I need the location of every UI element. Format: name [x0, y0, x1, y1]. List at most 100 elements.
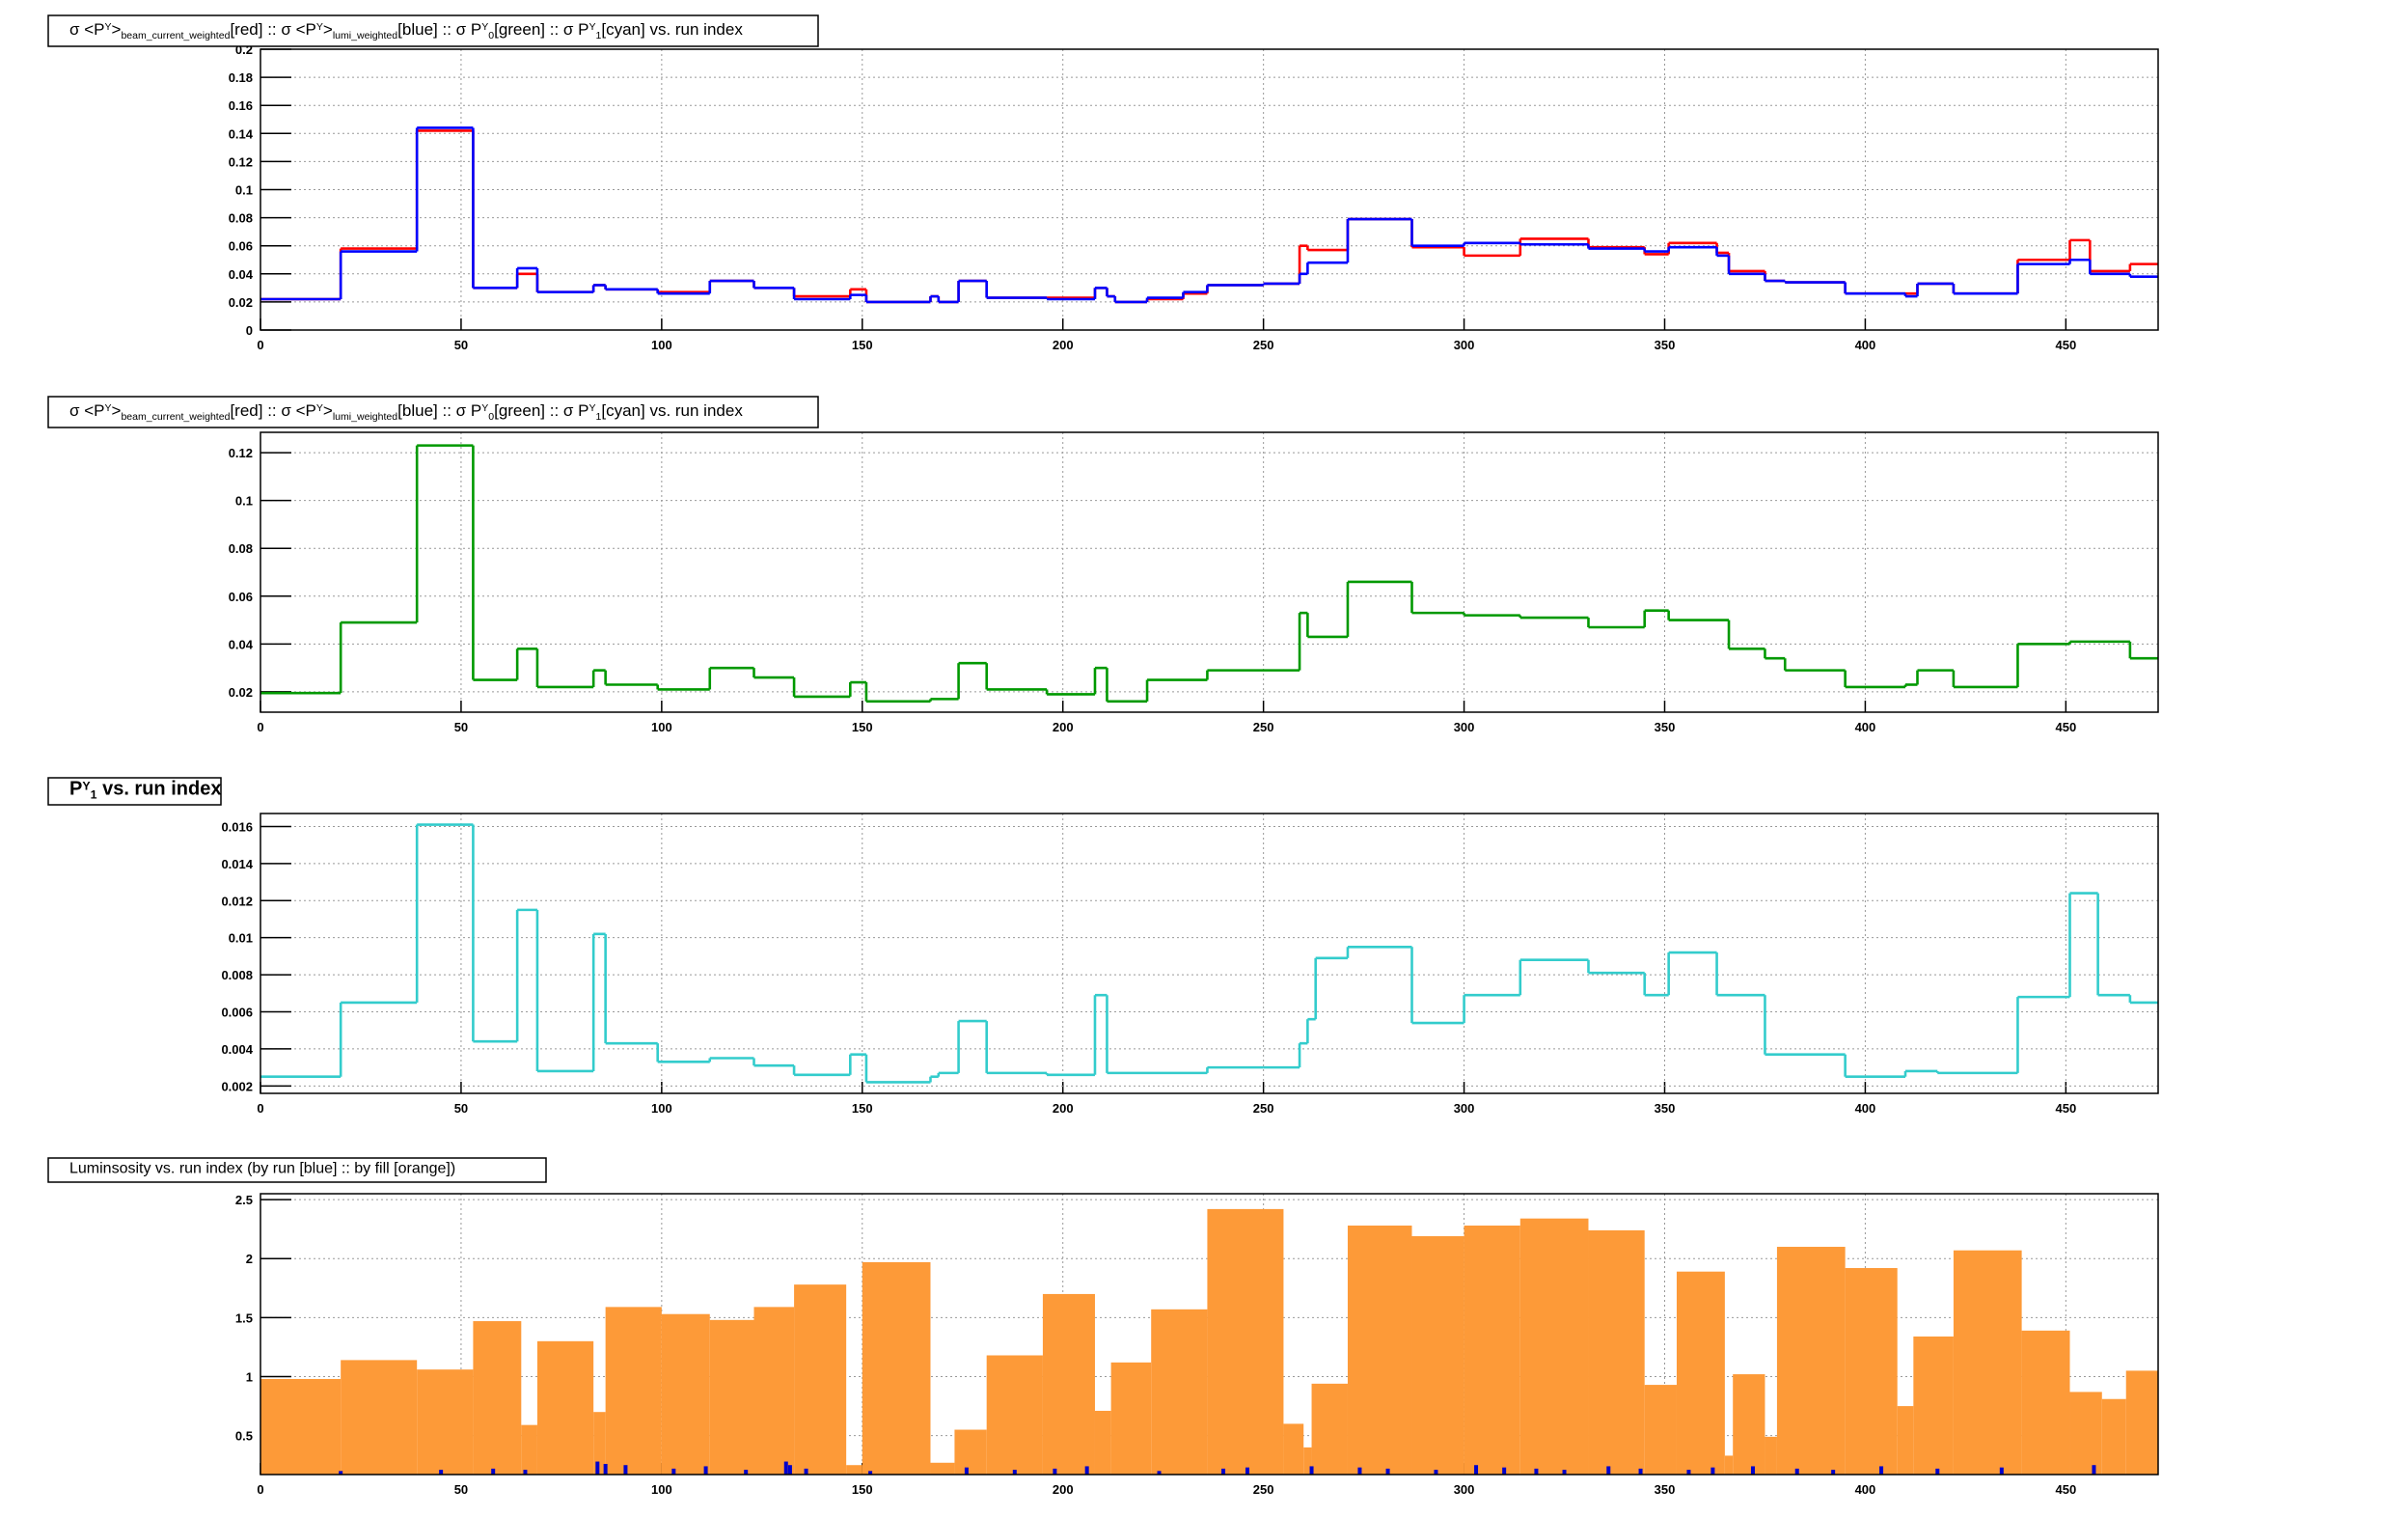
bar	[1897, 1406, 1914, 1475]
y-tick-label: 0.04	[229, 267, 254, 282]
x-tick-label: 150	[852, 1101, 873, 1116]
y-tick-label: 0.12	[229, 154, 253, 169]
y-tick-label: 0.18	[229, 70, 253, 85]
y-tick-label: 0.008	[221, 968, 253, 982]
bar	[787, 1465, 792, 1475]
bar	[536, 1340, 594, 1475]
bar	[417, 1369, 474, 1475]
title-part: [red] :: σ <P	[230, 401, 315, 420]
x-tick-label: 200	[1053, 1482, 1074, 1497]
bar	[1831, 1470, 1836, 1475]
plot-border	[260, 48, 2159, 331]
bar	[1053, 1468, 1057, 1475]
bar	[491, 1468, 496, 1475]
bar	[1221, 1468, 1226, 1475]
title-part: [blue] :: σ P	[397, 20, 481, 39]
title-part: σ <P	[69, 401, 104, 420]
bar	[753, 1307, 795, 1475]
title-part: Y	[82, 779, 91, 792]
y-tick-label: 0.1	[235, 183, 253, 198]
title-part: Y	[588, 21, 595, 33]
bar	[1710, 1467, 1715, 1475]
y-tick-label: 0.012	[221, 894, 253, 908]
title-part: >	[323, 401, 333, 420]
bar	[661, 1313, 710, 1475]
bar	[1953, 1250, 2022, 1475]
title-part: >	[323, 20, 333, 39]
bar	[339, 1471, 343, 1475]
bar	[1935, 1468, 1940, 1475]
x-tick-label: 250	[1253, 720, 1274, 734]
bar	[1686, 1470, 1691, 1475]
plot-border	[260, 431, 2159, 713]
bar	[986, 1355, 1043, 1475]
x-tick-label: 0	[257, 720, 263, 734]
bar	[593, 1412, 606, 1475]
bar	[1411, 1236, 1464, 1475]
bar	[2021, 1330, 2070, 1475]
bar	[1303, 1447, 1312, 1475]
bar	[783, 1461, 788, 1475]
bar	[1207, 1208, 1284, 1475]
chart-title: σ <PY>beam_current_weighted[red] :: σ <P…	[69, 20, 743, 41]
y-tick-label: 0.02	[229, 295, 253, 310]
bar	[521, 1424, 537, 1475]
bar	[846, 1465, 862, 1475]
title-part: Y	[316, 402, 323, 414]
bar	[868, 1471, 873, 1475]
bar	[1157, 1471, 1162, 1475]
pad: 0 50 100 150 200 250 300 350 400 450 0 0.02 0.04 0.06…	[47, 14, 2159, 352]
x-tick-label: 50	[454, 720, 468, 734]
title-part: [green] :: σ P	[494, 401, 588, 420]
y-tick-label: 0.06	[229, 239, 253, 254]
bar	[1094, 1410, 1111, 1475]
title-part: Y	[588, 402, 595, 414]
bar	[744, 1470, 749, 1475]
bar	[1724, 1455, 1734, 1475]
bar	[1999, 1467, 2004, 1475]
bar	[804, 1468, 808, 1475]
y-tick-label: 0.006	[221, 1005, 253, 1019]
y-tick-label: 2.5	[235, 1193, 253, 1207]
x-tick-label: 400	[1855, 1101, 1876, 1116]
title-part: [red] :: σ <P	[230, 20, 315, 39]
x-tick-label: 400	[1855, 720, 1876, 734]
x-tick-label: 100	[651, 1482, 672, 1497]
pad: 0 50 100 150 200 250 300 350 400 450 0.02 0.04 0.06 0…	[47, 396, 2159, 734]
title-part: 1	[596, 411, 602, 423]
bar	[2101, 1398, 2126, 1475]
x-tick-label: 350	[1655, 338, 1676, 352]
y-tick-label: 0.16	[229, 98, 253, 113]
x-tick-label: 350	[1655, 1101, 1676, 1116]
bar	[1245, 1467, 1250, 1475]
bar	[1357, 1467, 1362, 1475]
plot-frame	[260, 432, 2158, 712]
x-tick-label: 350	[1655, 720, 1676, 734]
title-part: Y	[316, 21, 323, 33]
x-tick-label: 150	[852, 720, 873, 734]
bar	[1434, 1470, 1438, 1475]
chart-title: PY1 vs. run index	[69, 778, 221, 801]
x-tick-label: 450	[2056, 1482, 2077, 1497]
title-part: [green] :: σ P	[494, 20, 588, 39]
x-tick-label: 150	[852, 1482, 873, 1497]
pad: 0 50 100 150 200 250 300 350 400 450 0.5 1 1.5 2 2.5 Lu…	[47, 1157, 2159, 1497]
x-tick-label: 0	[257, 338, 263, 352]
title-part: vs. run index	[97, 778, 222, 799]
bar	[1309, 1466, 1314, 1475]
bar	[1750, 1466, 1755, 1475]
x-tick-label: 300	[1454, 720, 1475, 734]
x-tick-label: 250	[1253, 1482, 1274, 1497]
y-tick-label: 1	[246, 1370, 253, 1385]
bar	[954, 1429, 987, 1475]
bar	[595, 1461, 600, 1475]
x-tick-label: 200	[1053, 338, 1074, 352]
y-tick-label: 0.5	[235, 1429, 253, 1444]
bar	[930, 1462, 955, 1475]
title-part: [cyan] vs. run index	[601, 20, 743, 39]
bar	[1534, 1468, 1539, 1475]
bar	[1845, 1268, 1898, 1475]
bar	[709, 1319, 754, 1475]
bar	[1913, 1336, 1954, 1475]
